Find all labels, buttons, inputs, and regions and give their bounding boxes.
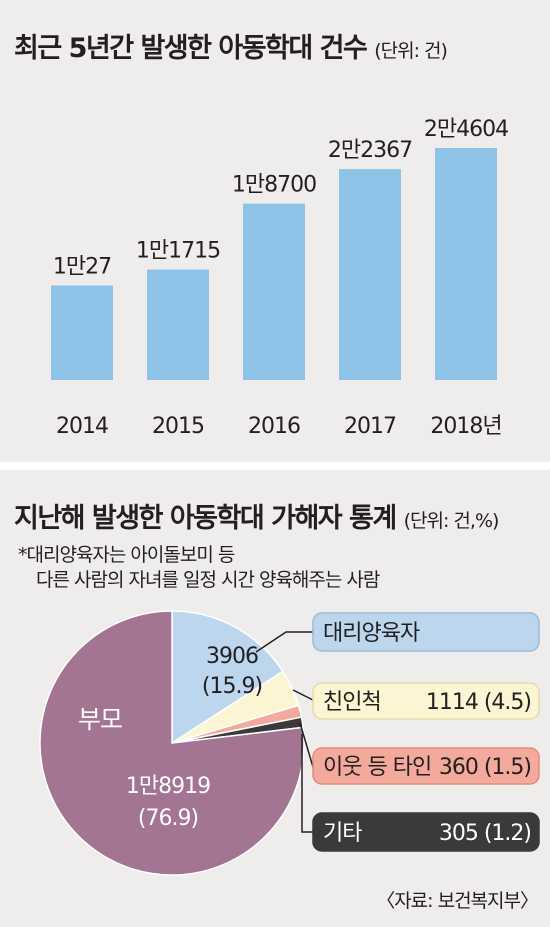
pie-chart-title: 지난해 발생한 아동학대 가해자 통계 (단위: 건,%): [14, 503, 500, 534]
bar-chart-unit: (단위: 건): [374, 40, 448, 62]
leader-line: [292, 689, 314, 701]
legend-box: [312, 812, 540, 852]
bar-value-label: 1만8700: [232, 173, 316, 198]
pie-slice: [39, 610, 305, 876]
legend-name: 이웃 등 타인: [323, 755, 431, 780]
legend-value: 1114 (4.5): [426, 690, 531, 715]
bar-value-label: 1만1715: [136, 239, 220, 264]
bar-value-label: 2만4604: [424, 117, 508, 142]
slice-percent-label: (15.9): [202, 674, 262, 699]
legend-box: [312, 612, 540, 652]
slice-percent-label: (76.9): [138, 806, 198, 831]
pie-chart-unit: (단위: 건,%): [403, 510, 500, 532]
slice-name-label: 부모: [78, 705, 122, 734]
bar-chart: 1만27 2014 1만1715 2015 1만8700 2016 2만2367 2017 2만…: [51, 117, 509, 439]
bar: [339, 169, 401, 380]
x-tick-label: 2015: [152, 414, 204, 439]
legend-box: [312, 747, 540, 785]
bar-value-label: 2만2367: [328, 138, 412, 163]
legend-box: [312, 682, 540, 720]
source-credit: 〈자료: 보건복지부〉: [376, 890, 539, 912]
guardian-note-line1: *대리양육자는 아이돌보미 등: [18, 544, 235, 566]
x-tick-label: 2018년: [430, 414, 501, 439]
bar-value-label: 1만27: [53, 254, 111, 279]
leader-line: [301, 734, 313, 833]
x-tick-label: 2016: [248, 414, 300, 439]
legend-name: 친인척: [323, 690, 381, 715]
legend-value: 360 (1.5): [439, 755, 531, 780]
x-tick-label: 2014: [56, 414, 108, 439]
legend-value: 305 (1.2): [439, 821, 531, 846]
legend-name: 기타: [323, 821, 362, 846]
x-tick-label: 2017: [344, 414, 396, 439]
bar: [243, 203, 305, 380]
bar: [147, 269, 209, 380]
leader-line: [255, 631, 313, 653]
slice-value-label: 1만8919: [126, 774, 210, 799]
pie-slice: [171, 610, 284, 745]
bar-chart-title: 최근 5년간 발생한 아동학대 건수 (단위: 건): [14, 33, 448, 64]
bar: [51, 285, 113, 380]
bar: [435, 148, 497, 380]
legend-name: 대리양육자: [323, 621, 420, 646]
leader-line: [299, 722, 314, 768]
guardian-note-line2: 다른 사람의 자녀를 일정 시간 양육해주는 사람: [36, 569, 380, 591]
slice-value-label: 3906: [206, 644, 258, 669]
